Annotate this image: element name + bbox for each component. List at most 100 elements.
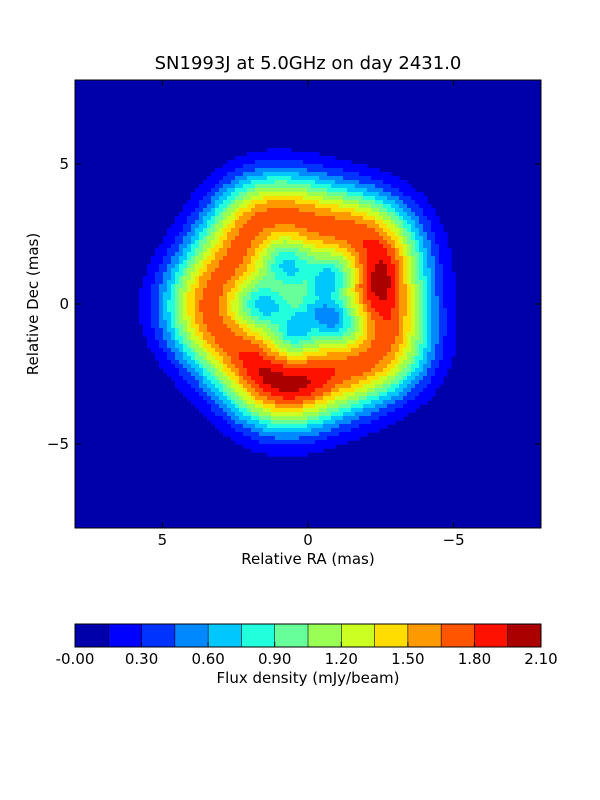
contour-cell (251, 336, 256, 341)
contour-cell (423, 284, 428, 289)
contour-cell (379, 416, 384, 421)
contour-cell (239, 376, 244, 381)
contour-cell (379, 264, 384, 269)
contour-cell (399, 244, 404, 249)
contour-cell (303, 152, 308, 157)
contour-cell (351, 260, 356, 265)
contour-cell (435, 224, 440, 229)
contour-cell (239, 232, 244, 237)
contour-cell (383, 232, 388, 237)
contour-cell (291, 176, 296, 181)
contour-cell (295, 348, 300, 353)
contour-cell (255, 356, 260, 361)
contour-cell (183, 208, 188, 213)
contour-cell (191, 384, 196, 389)
contour-cell (331, 384, 336, 389)
contour-cell (183, 336, 188, 341)
contour-cell (159, 256, 164, 261)
contour-cell (303, 428, 308, 433)
contour-cell (435, 304, 440, 309)
contour-cell (147, 332, 152, 337)
contour-cell (219, 312, 224, 317)
contour-cell (247, 404, 252, 409)
contour-cell (179, 352, 184, 357)
contour-cell (439, 324, 444, 329)
contour-cell (211, 396, 216, 401)
contour-cell (215, 404, 220, 409)
contour-cell (343, 348, 348, 353)
contour-cell (191, 236, 196, 241)
contour-cell (343, 172, 348, 177)
contour-cell (283, 408, 288, 413)
contour-cell (339, 420, 344, 425)
contour-cell (199, 356, 204, 361)
contour-cell (223, 340, 228, 345)
contour-cell (183, 368, 188, 373)
contour-cell (371, 360, 376, 365)
contour-cell (159, 244, 164, 249)
contour-cell (243, 188, 248, 193)
contour-cell (427, 376, 432, 381)
contour-cell (259, 232, 264, 237)
contour-cell (263, 416, 268, 421)
contour-cell (367, 184, 372, 189)
contour-cell (219, 356, 224, 361)
contour-cell (327, 188, 332, 193)
contour-cell (271, 348, 276, 353)
contour-cell (255, 300, 260, 305)
contour-cell (203, 384, 208, 389)
contour-cell (335, 172, 340, 177)
contour-cell (227, 196, 232, 201)
contour-cell (315, 412, 320, 417)
contour-cell (263, 168, 268, 173)
contour-cell (151, 332, 156, 337)
contour-cell (263, 260, 268, 265)
contour-cell (191, 388, 196, 393)
contour-cell (307, 256, 312, 261)
contour-cell (247, 324, 252, 329)
contour-cell (343, 220, 348, 225)
contour-cell (387, 256, 392, 261)
contour-cell (147, 340, 152, 345)
contour-cell (295, 160, 300, 165)
contour-cell (331, 364, 336, 369)
contour-cell (427, 252, 432, 257)
contour-cell (223, 248, 228, 253)
contour-cell (163, 328, 168, 333)
contour-cell (243, 392, 248, 397)
contour-cell (339, 204, 344, 209)
x-tick-label: −5 (443, 531, 465, 549)
contour-cell (431, 372, 436, 377)
contour-cell (375, 284, 380, 289)
contour-cell (331, 184, 336, 189)
contour-cell (167, 232, 172, 237)
contour-cell (339, 428, 344, 433)
contour-cell (287, 376, 292, 381)
contour-cell (391, 236, 396, 241)
contour-cell (223, 344, 228, 349)
contour-cell (287, 212, 292, 217)
contour-cell (235, 232, 240, 237)
contour-cell (363, 228, 368, 233)
contour-cell (207, 284, 212, 289)
contour-cell (335, 168, 340, 173)
contour-cell (447, 300, 452, 305)
contour-cell (387, 292, 392, 297)
contour-cell (339, 364, 344, 369)
contour-cell (159, 260, 164, 265)
contour-cell (439, 244, 444, 249)
contour-cell (195, 244, 200, 249)
contour-cell (395, 228, 400, 233)
contour-cell (335, 180, 340, 185)
contour-cell (291, 304, 296, 309)
contour-cell (371, 400, 376, 405)
contour-cell (427, 220, 432, 225)
contour-cell (311, 356, 316, 361)
contour-cell (231, 404, 236, 409)
contour-cell (267, 216, 272, 221)
contour-cell (303, 420, 308, 425)
contour-cell (355, 372, 360, 377)
contour-cell (399, 252, 404, 257)
contour-cell (223, 416, 228, 421)
contour-cell (231, 348, 236, 353)
